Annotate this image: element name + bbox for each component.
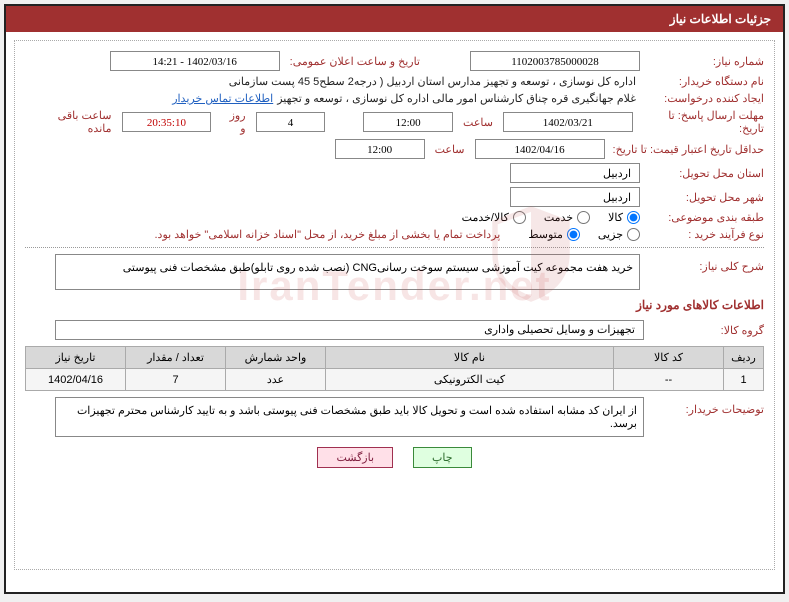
td-qty: 7 (126, 369, 226, 391)
radio-service-label: خدمت (544, 211, 573, 224)
buyer-notes-label: توضیحات خریدار: (644, 397, 764, 416)
radio-partial-label: جزیی (598, 228, 623, 241)
th-date: تاریخ نیاز (26, 347, 126, 369)
validity-date: 1402/04/16 (475, 139, 605, 159)
category-label: طبقه بندی موضوعی: (644, 211, 764, 224)
th-unit: واحد شمارش (226, 347, 326, 369)
divider-1 (25, 247, 764, 248)
payment-note: پرداخت تمام یا بخشی از مبلغ خرید، از محل… (155, 228, 501, 241)
group-label: گروه کالا: (644, 324, 764, 337)
radio-both[interactable]: کالا/خدمت (462, 211, 526, 224)
buyer-contact-link[interactable]: اطلاعات تماس خریدار (172, 92, 273, 105)
radio-partial[interactable]: جزیی (598, 228, 640, 241)
radio-goods-label: کالا (608, 211, 623, 224)
creator-label: ایجاد کننده درخواست: (644, 92, 764, 105)
radio-medium-label: متوسط (528, 228, 563, 241)
process-radio-group: جزیی متوسط (528, 228, 640, 241)
days-remaining: 4 (256, 112, 326, 132)
td-date: 1402/04/16 (26, 369, 126, 391)
radio-goods[interactable]: کالا (608, 211, 640, 224)
radio-service-input[interactable] (577, 211, 590, 224)
need-no-label: شماره نیاز: (644, 55, 764, 68)
back-button[interactable]: بازگشت (317, 447, 393, 468)
validity-time: 12:00 (335, 139, 425, 159)
th-qty: تعداد / مقدار (126, 347, 226, 369)
page-header: جزئیات اطلاعات نیاز (6, 6, 783, 32)
announce-date: 1402/03/16 - 14:21 (110, 51, 280, 71)
items-section-title: اطلاعات کالاهای مورد نیاز (25, 298, 764, 312)
td-name: کیت الکترونیکی (326, 369, 614, 391)
time-remaining: 20:35:10 (122, 112, 212, 132)
need-description: خرید هفت مجموعه کیت آموزشی سیستم سوخت رس… (55, 254, 640, 290)
th-name: نام کالا (326, 347, 614, 369)
validity-label: حداقل تاریخ اعتبار قیمت: تا تاریخ: (609, 143, 764, 156)
radio-goods-input[interactable] (627, 211, 640, 224)
buyer-notes-value: از ایران کد مشابه استفاده شده است و تحوی… (55, 397, 644, 437)
city-value: اردبیل (510, 187, 640, 207)
province-label: استان محل تحویل: (644, 167, 764, 180)
buyer-org-value: اداره کل نوسازی ، توسعه و تجهیز مدارس اس… (25, 75, 640, 88)
items-table: ردیف کد کالا نام کالا واحد شمارش تعداد /… (25, 346, 764, 391)
days-label: روز و (215, 109, 251, 135)
th-row: ردیف (724, 347, 764, 369)
td-code: -- (614, 369, 724, 391)
time-label-1: ساعت (457, 116, 499, 129)
deadline-label: مهلت ارسال پاسخ: تا تاریخ: (637, 109, 764, 135)
td-row: 1 (724, 369, 764, 391)
time-label-2: ساعت (429, 143, 471, 156)
city-label: شهر محل تحویل: (644, 191, 764, 204)
need-no-value: 1102003785000028 (470, 51, 640, 71)
province-value: اردبیل (510, 163, 640, 183)
announce-label: تاریخ و ساعت اعلان عمومی: (284, 55, 426, 68)
desc-label: شرح کلی نیاز: (644, 254, 764, 273)
table-row: 1 -- کیت الکترونیکی عدد 7 1402/04/16 (26, 369, 764, 391)
radio-both-label: کالا/خدمت (462, 211, 509, 224)
category-radio-group: کالا خدمت کالا/خدمت (462, 211, 640, 224)
radio-service[interactable]: خدمت (544, 211, 590, 224)
content-panel: IranTender.net شماره نیاز: 1102003785000… (14, 40, 775, 570)
radio-partial-input[interactable] (627, 228, 640, 241)
radio-medium[interactable]: متوسط (528, 228, 580, 241)
deadline-time: 12:00 (363, 112, 453, 132)
radio-both-input[interactable] (513, 211, 526, 224)
th-code: کد کالا (614, 347, 724, 369)
print-button[interactable]: چاپ (413, 447, 472, 468)
group-value: تجهیزات و وسایل تحصیلی واداری (55, 320, 644, 340)
remain-label: ساعت باقی مانده (25, 109, 118, 135)
radio-medium-input[interactable] (567, 228, 580, 241)
deadline-date: 1402/03/21 (503, 112, 633, 132)
buyer-org-label: نام دستگاه خریدار: (644, 75, 764, 88)
process-label: نوع فرآیند خرید : (644, 228, 764, 241)
td-unit: عدد (226, 369, 326, 391)
creator-value: غلام جهانگیری قره چناق کارشناس امور مالی… (277, 92, 640, 105)
